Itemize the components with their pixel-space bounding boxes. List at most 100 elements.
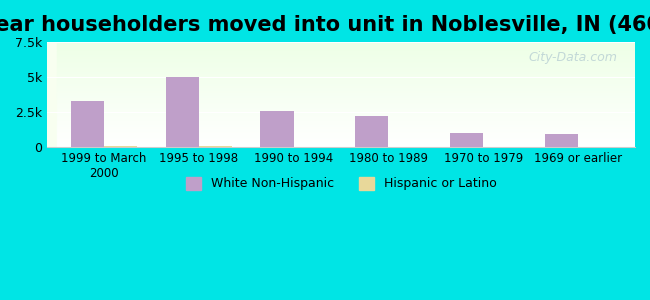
Bar [57, 86, 650, 87]
Bar [57, 55, 650, 56]
Bar [57, 117, 650, 118]
Bar [57, 66, 650, 67]
Bar [57, 119, 650, 120]
Bar [57, 112, 650, 113]
Bar [57, 63, 650, 64]
Bar [57, 46, 650, 47]
Legend: White Non-Hispanic, Hispanic or Latino: White Non-Hispanic, Hispanic or Latino [181, 172, 502, 196]
Bar [57, 50, 650, 52]
Bar [57, 101, 650, 102]
Bar [57, 109, 650, 110]
Bar [57, 144, 650, 145]
Bar [57, 106, 650, 107]
Bar [104, 146, 137, 147]
Bar [545, 134, 578, 147]
Bar [57, 123, 650, 124]
Bar [57, 62, 650, 63]
Bar [57, 52, 650, 54]
Bar [57, 98, 650, 99]
Bar [57, 124, 650, 125]
Bar [57, 79, 650, 80]
Bar [57, 100, 650, 101]
Bar [57, 60, 650, 61]
Bar [57, 139, 650, 140]
Bar [57, 120, 650, 121]
Bar [57, 102, 650, 103]
Bar [57, 111, 650, 112]
Bar [57, 74, 650, 75]
Title: Year householders moved into unit in Noblesville, IN (46060): Year householders moved into unit in Nob… [0, 15, 650, 35]
Bar [57, 54, 650, 55]
Bar [57, 73, 650, 74]
Bar [57, 80, 650, 81]
Bar [57, 58, 650, 59]
Bar [57, 99, 650, 100]
Bar [57, 89, 650, 90]
Bar [57, 85, 650, 86]
Bar [57, 81, 650, 82]
Bar [57, 115, 650, 116]
Bar [57, 88, 650, 89]
Bar [57, 64, 650, 65]
Bar [57, 128, 650, 129]
Bar [57, 108, 650, 109]
Bar [57, 45, 650, 46]
Bar [57, 143, 650, 144]
Bar [57, 146, 650, 147]
Bar [57, 65, 650, 66]
Bar [57, 132, 650, 134]
Bar [57, 103, 650, 104]
Bar [57, 83, 650, 84]
Bar [57, 134, 650, 136]
Bar [57, 97, 650, 98]
Bar [57, 130, 650, 131]
Bar [261, 111, 294, 147]
Bar [57, 57, 650, 58]
Bar [57, 59, 650, 60]
Bar [356, 116, 389, 147]
Bar [57, 141, 650, 142]
Text: City-Data.com: City-Data.com [528, 50, 618, 64]
Bar [57, 47, 650, 48]
Bar [57, 107, 650, 108]
Bar [57, 75, 650, 76]
Bar [57, 56, 650, 57]
Bar [57, 140, 650, 141]
Bar [57, 71, 650, 73]
Bar [57, 94, 650, 96]
Bar [57, 61, 650, 62]
Bar [57, 78, 650, 79]
Bar [57, 87, 650, 88]
Bar [199, 146, 232, 147]
Bar [57, 121, 650, 122]
Bar [57, 104, 650, 105]
Bar [57, 113, 650, 115]
Bar [57, 131, 650, 132]
Bar [57, 44, 650, 45]
Bar [57, 48, 650, 50]
Bar [57, 127, 650, 128]
Bar [57, 116, 650, 117]
Bar [57, 68, 650, 69]
Bar [57, 92, 650, 94]
Bar [57, 110, 650, 111]
Bar [57, 126, 650, 127]
Bar [450, 133, 484, 147]
Bar [57, 142, 650, 143]
Bar [57, 118, 650, 119]
Bar [57, 43, 650, 44]
Bar [57, 96, 650, 97]
Bar [57, 70, 650, 71]
Bar [57, 138, 650, 139]
Bar [57, 42, 650, 43]
Bar [166, 77, 199, 147]
Bar [57, 76, 650, 77]
Bar [57, 122, 650, 123]
Bar [57, 136, 650, 138]
Bar [57, 145, 650, 146]
Bar [57, 82, 650, 83]
Bar [57, 125, 650, 126]
Bar [57, 77, 650, 78]
Bar [57, 129, 650, 130]
Bar [71, 101, 104, 147]
